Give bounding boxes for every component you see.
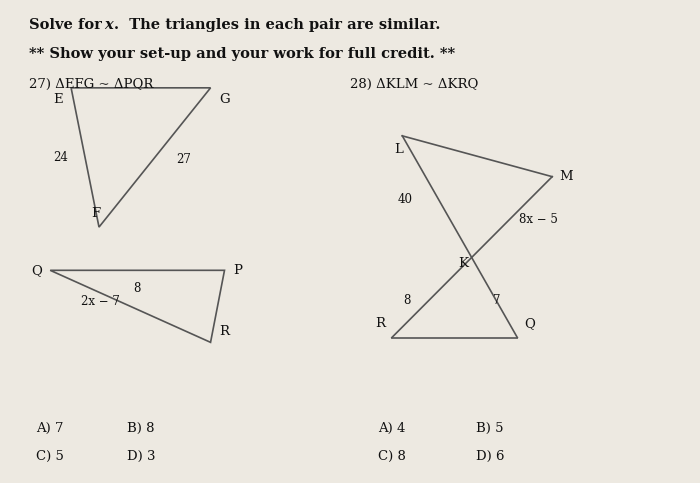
Text: D) 6: D) 6 bbox=[475, 450, 504, 463]
Text: Q: Q bbox=[31, 264, 42, 277]
Text: A) 4: A) 4 bbox=[378, 422, 405, 435]
Text: B) 8: B) 8 bbox=[127, 422, 155, 435]
Text: M: M bbox=[559, 170, 573, 183]
Text: R: R bbox=[375, 317, 385, 330]
Text: 28) ΔKLM ~ ΔKRQ: 28) ΔKLM ~ ΔKRQ bbox=[350, 78, 478, 91]
Text: Solve for: Solve for bbox=[29, 18, 107, 32]
Text: D) 3: D) 3 bbox=[127, 450, 155, 463]
Text: C) 8: C) 8 bbox=[378, 450, 406, 463]
Text: Q: Q bbox=[524, 317, 536, 330]
Text: 27) ΔEFG ~ ΔPQR: 27) ΔEFG ~ ΔPQR bbox=[29, 78, 154, 91]
Text: G: G bbox=[219, 93, 230, 106]
Text: E: E bbox=[53, 93, 63, 106]
Text: A) 7: A) 7 bbox=[36, 422, 64, 435]
Text: C) 5: C) 5 bbox=[36, 450, 64, 463]
Text: 7: 7 bbox=[493, 294, 500, 307]
Text: 8: 8 bbox=[404, 294, 411, 307]
Text: 40: 40 bbox=[398, 193, 413, 206]
Text: ** Show your set-up and your work for full credit. **: ** Show your set-up and your work for fu… bbox=[29, 47, 456, 61]
Text: 2x − 7: 2x − 7 bbox=[81, 295, 120, 308]
Text: .  The triangles in each pair are similar.: . The triangles in each pair are similar… bbox=[114, 18, 441, 32]
Text: P: P bbox=[233, 264, 242, 277]
Text: 24: 24 bbox=[52, 151, 68, 164]
Text: L: L bbox=[394, 143, 403, 156]
Text: F: F bbox=[91, 207, 100, 220]
Text: 8x − 5: 8x − 5 bbox=[519, 213, 558, 227]
Text: K: K bbox=[458, 256, 468, 270]
Text: 8: 8 bbox=[134, 283, 141, 295]
Text: B) 5: B) 5 bbox=[475, 422, 503, 435]
Text: x: x bbox=[104, 18, 113, 32]
Text: 27: 27 bbox=[176, 153, 190, 166]
Text: R: R bbox=[219, 325, 229, 338]
